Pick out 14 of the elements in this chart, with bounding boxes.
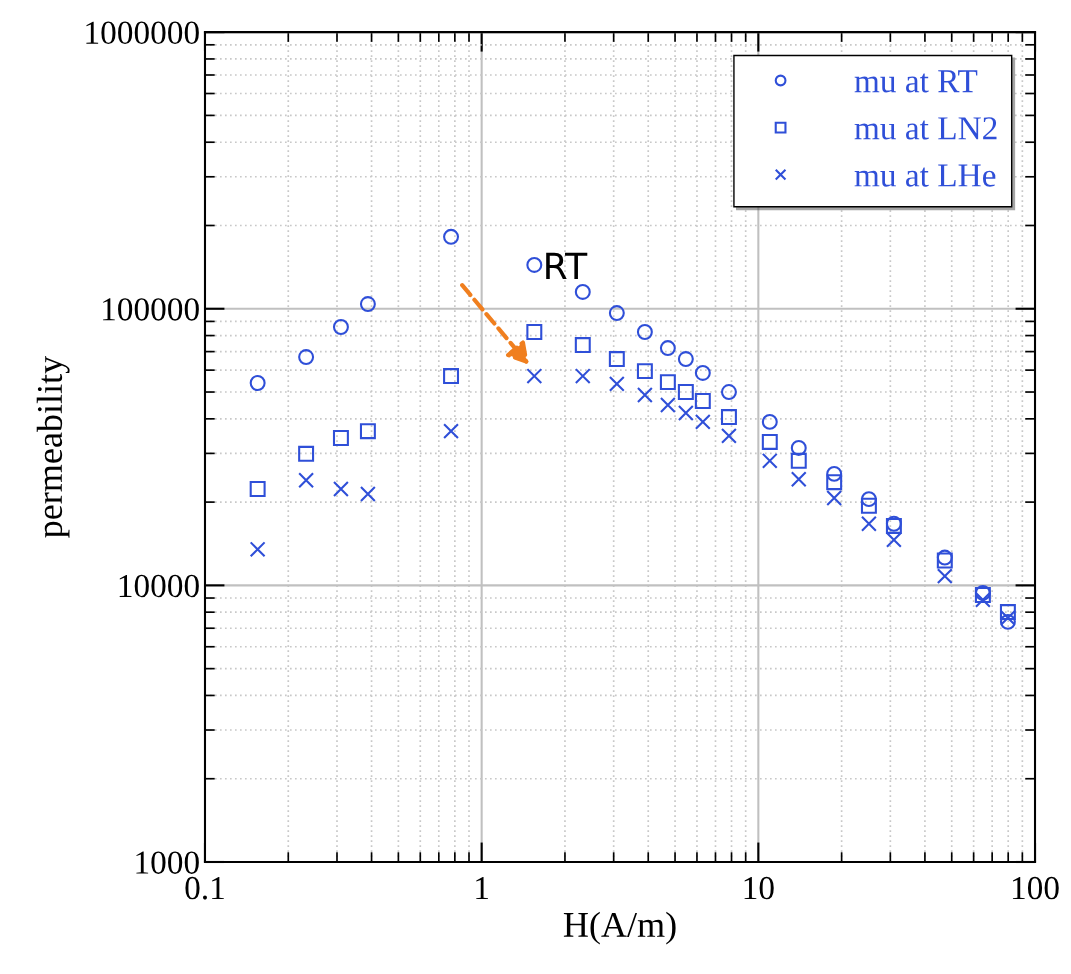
legend-label: mu at LN2 <box>854 117 997 140</box>
x-tick-label: 10 <box>744 876 774 900</box>
y-tick-label: 10000 <box>119 574 199 598</box>
x-tick-label: 0.1 <box>185 876 224 900</box>
y-axis-title: permeability <box>36 355 70 538</box>
legend-label: mu at LHe <box>854 164 996 187</box>
y-tick-label: 1000000 <box>86 21 199 45</box>
x-tick-label: 100 <box>1012 876 1059 900</box>
legend-label: mu at RT <box>854 70 978 93</box>
x-axis-title: H(A/m) <box>563 911 676 945</box>
x-tick-label: 1 <box>476 877 488 900</box>
annotation: RT <box>546 252 588 280</box>
y-tick-label: 1000 <box>136 851 199 874</box>
y-tick-label: 100000 <box>103 298 199 321</box>
